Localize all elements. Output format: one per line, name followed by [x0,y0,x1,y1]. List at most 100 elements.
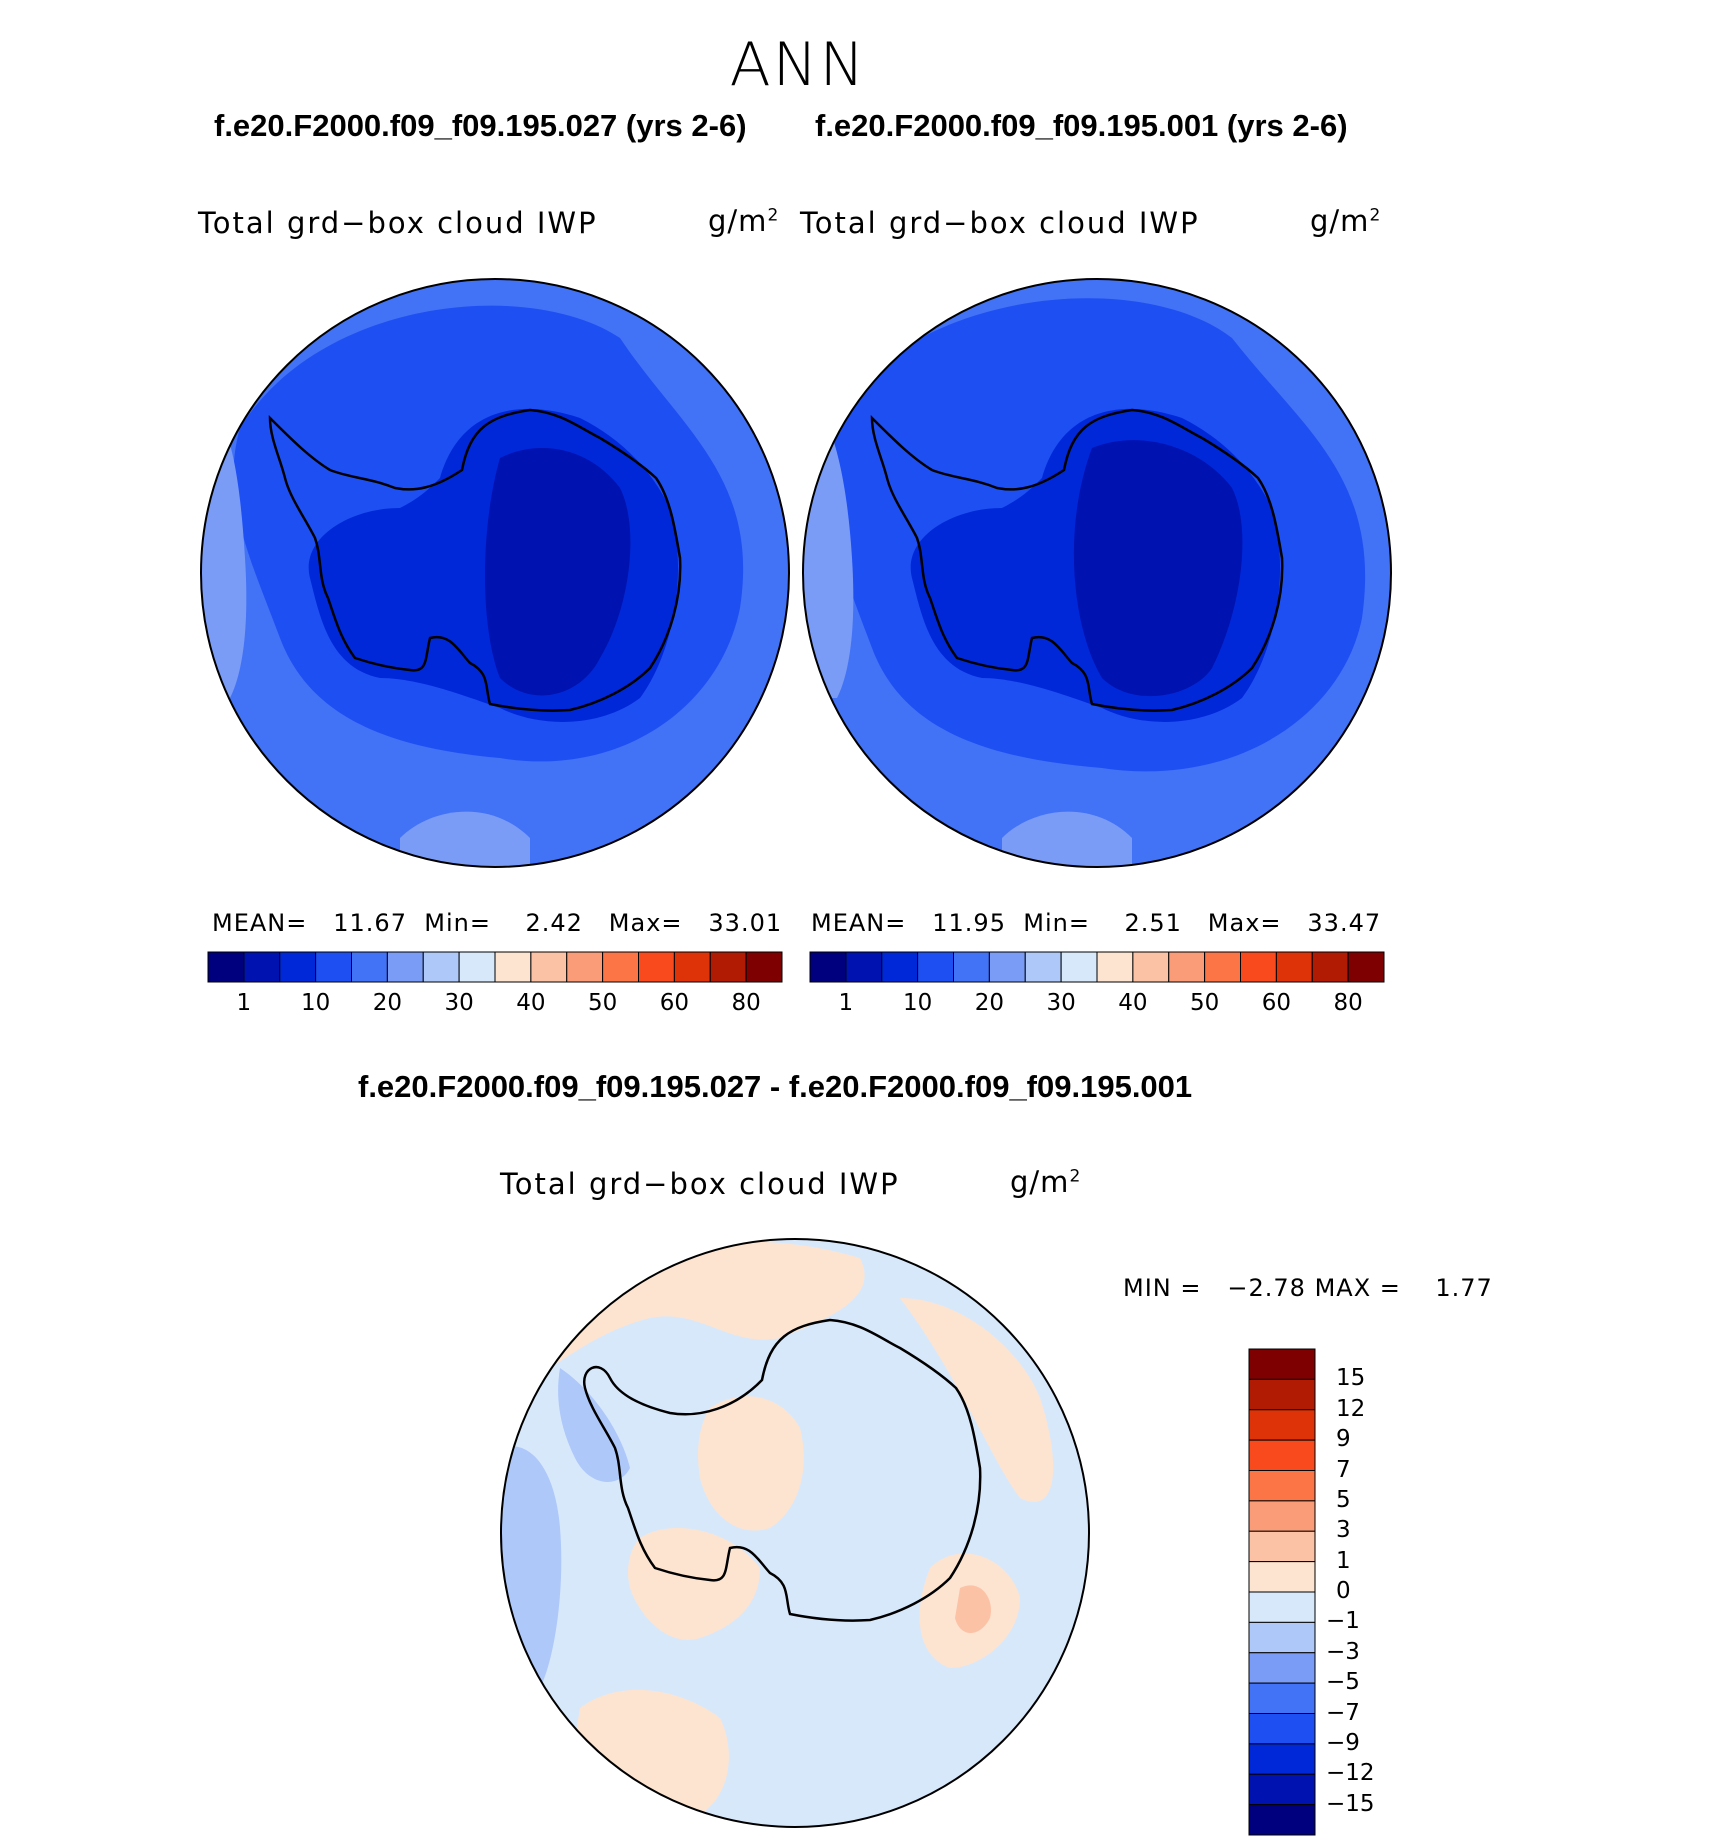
colorbar-diff-tick-label: −15 [1326,1790,1375,1817]
colorbar-diff-swatch [1248,1409,1316,1441]
colorbar-diff-swatch [1248,1439,1316,1471]
panel-right-variable: Total grd−box cloud IWP [800,206,1200,240]
colorbar-right-swatch [1132,951,1170,983]
diff-units: g/m2 [1010,1165,1082,1199]
colorbar-diff-tick-label: 0 [1336,1578,1351,1604]
colorbar-diff-swatch [1248,1682,1316,1714]
colorbar-diff-tick-label: −3 [1326,1638,1360,1665]
colorbar-diff-tick-label: 7 [1336,1456,1351,1483]
colorbar-diff-tick-label: −5 [1326,1669,1360,1696]
colorbar-diff-tick-label: −1 [1326,1608,1360,1635]
colorbar-diff-tick-label: 1 [1336,1547,1351,1574]
map-right [802,278,1392,868]
panel-right-stats: MEAN= 11.95 Min= 2.51 Max= 33.47 [811,909,1382,937]
colorbar-right-tick-label: 10 [902,990,933,1016]
colorbar-diff-tick-label: 12 [1336,1395,1366,1422]
colorbar-right-swatch [1060,951,1098,983]
colorbar-left-swatch [386,951,424,983]
colorbar-diff-tick-label: −7 [1326,1699,1360,1726]
map-diff-pos-east [900,1298,1054,1502]
colorbar-diff-swatch [1248,1591,1316,1623]
map-right-core [1073,440,1243,697]
map-left [200,278,790,868]
diff-stats: MIN = −2.78 MAX = 1.77 [1123,1274,1493,1302]
colorbar-left-swatch [351,951,388,983]
colorbar-diff-tick-label: −9 [1326,1729,1360,1756]
colorbar-left-swatch [530,951,568,983]
colorbar-right-swatch [1024,951,1062,983]
map-diff-pos-left [628,1528,760,1640]
map-left-core [485,448,631,696]
colorbar-left-tick-label: 1 [236,990,252,1016]
colorbar-right-swatch [881,951,919,983]
colorbar-left-swatch [745,951,783,983]
map-diff-pos-interior [698,1396,804,1531]
colorbar-left-tick-label: 50 [587,990,618,1016]
colorbar-left-swatch [458,951,496,983]
colorbar-right-swatch [1204,951,1241,983]
map-right-coast [870,408,1284,712]
colorbar-right-swatch [1168,951,1206,983]
colorbar-diff [1248,1348,1316,1836]
colorbar-right-swatch [1240,951,1277,983]
colorbar-left-swatch [207,951,245,983]
colorbar-diff-tick-label: 3 [1336,1517,1351,1544]
colorbar-left-tick-label: 20 [372,990,403,1016]
season-title: ANN [729,30,867,100]
colorbar-right-swatch [809,951,847,983]
colorbar-left-swatch [709,951,747,983]
colorbar-right-swatch [1275,951,1313,983]
colorbar-diff-ticks: 15 12 9 7 5 3 1 0 −1 −3 −5 −7 −9 −12 −15 [1326,1348,1416,1836]
colorbar-diff-swatch [1248,1500,1316,1532]
colorbar-diff-swatch [1248,1743,1316,1775]
colorbar-diff-swatch [1248,1773,1316,1806]
colorbar-diff-tick-label: 15 [1336,1365,1366,1392]
colorbar-right-swatch [1347,951,1385,983]
colorbar-right-tick-label: 1 [838,990,854,1016]
colorbar-diff-swatch [1248,1652,1316,1684]
colorbar-diff-tick-label: 5 [1336,1486,1351,1513]
colorbar-left-tick-label: 30 [444,990,474,1016]
colorbar-right-tick-label: 60 [1261,990,1292,1016]
panel-left-variable: Total grd−box cloud IWP [198,206,598,240]
colorbar-diff-swatch [1248,1621,1316,1654]
colorbar-right [809,951,1385,983]
case-title-right: f.e20.F2000.f09_f09.195.001 (yrs 2-6) [815,108,1348,143]
colorbar-left [207,951,783,983]
colorbar-diff-tick-label: −12 [1326,1760,1375,1787]
colorbar-diff-swatch [1248,1348,1316,1380]
colorbar-left-swatch [494,951,532,983]
colorbar-right-ticks: 1 10 20 30 40 50 60 80 [810,990,1384,1020]
colorbar-diff-swatch [1248,1561,1316,1593]
colorbar-left-tick-label: 40 [516,990,546,1016]
colorbar-right-tick-label: 40 [1118,990,1148,1016]
diff-title: f.e20.F2000.f09_f09.195.027 - f.e20.F200… [358,1069,1193,1104]
colorbar-right-tick-label: 50 [1189,990,1220,1016]
colorbar-left-swatch [279,951,317,983]
colorbar-right-swatch [1096,951,1134,983]
colorbar-diff-swatch [1248,1530,1316,1563]
colorbar-left-ticks: 1 10 20 30 40 50 60 80 [208,990,782,1020]
colorbar-diff-swatch [1248,1713,1316,1745]
map-diff [500,1238,1090,1828]
colorbar-right-swatch [988,951,1026,983]
colorbar-diff-tick-label: 9 [1336,1426,1351,1453]
panel-left-units: g/m2 [708,204,780,238]
colorbar-right-swatch [953,951,990,983]
colorbar-right-tick-label: 30 [1046,990,1076,1016]
colorbar-left-swatch [638,951,675,983]
colorbar-right-swatch [845,951,883,983]
panel-left-stats: MEAN= 11.67 Min= 2.42 Max= 33.01 [212,909,783,937]
colorbar-left-tick-label: 60 [659,990,690,1016]
map-diff-neg-peninsula [558,1368,630,1482]
colorbar-left-swatch [243,951,281,983]
colorbar-diff-swatch [1248,1378,1316,1411]
map-diff-coast [582,1318,982,1622]
colorbar-left-swatch [315,951,352,983]
colorbar-left-swatch [673,951,711,983]
colorbar-left-swatch [602,951,639,983]
colorbar-left-tick-label: 10 [300,990,331,1016]
colorbar-right-swatch [917,951,954,983]
colorbar-right-tick-label: 80 [1333,990,1363,1016]
colorbar-diff-swatch [1248,1470,1316,1502]
